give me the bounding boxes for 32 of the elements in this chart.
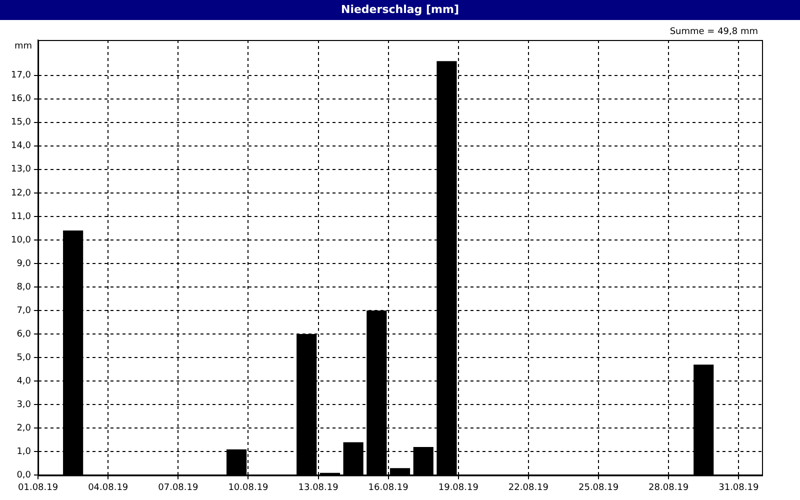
y-tick-label: 0,0 bbox=[16, 470, 32, 481]
x-tick-label: 19.08.19 bbox=[438, 482, 479, 493]
y-tick-label: 7,0 bbox=[16, 306, 32, 316]
y-tick-label: 2,0 bbox=[16, 423, 32, 434]
y-tick-label: 14,0 bbox=[10, 141, 32, 152]
y-tick-label: 17,0 bbox=[10, 70, 32, 81]
y-tick-label: 11,0 bbox=[10, 212, 32, 222]
x-tick-label: 10.08.19 bbox=[228, 482, 269, 493]
y-tick-label: 3,0 bbox=[16, 400, 32, 410]
y-tick-label: 6,0 bbox=[16, 329, 32, 340]
x-tick-label: 04.08.19 bbox=[88, 482, 128, 493]
chart-title: Niederschlag [mm] bbox=[0, 0, 800, 20]
x-tick-label: 28.08.19 bbox=[648, 482, 689, 493]
y-tick-label: 4,0 bbox=[16, 376, 32, 386]
x-tick-label: 31.08.19 bbox=[718, 482, 759, 493]
x-tick-label: 22.08.19 bbox=[508, 482, 549, 493]
x-tick-label: 07.08.19 bbox=[158, 482, 198, 493]
y-tick-label: 5,0 bbox=[16, 352, 32, 363]
x-tick-label: 25.08.19 bbox=[578, 482, 619, 493]
y-tick-label: 12,0 bbox=[10, 188, 32, 198]
y-tick-label: 8,0 bbox=[16, 282, 32, 292]
y-tick-label: 16,0 bbox=[10, 94, 32, 104]
y-tick-label: 1,0 bbox=[16, 447, 32, 458]
x-tick-label: 13.08.19 bbox=[298, 482, 339, 493]
y-tick-label: 10,0 bbox=[10, 235, 32, 246]
y-tick-label: 15,0 bbox=[10, 118, 32, 128]
y-tick-label: 13,0 bbox=[10, 164, 32, 175]
y-tick-label: 9,0 bbox=[16, 258, 32, 269]
x-tick-label: 16.08.19 bbox=[368, 482, 409, 493]
x-tick-label: 01.08.19 bbox=[18, 482, 58, 493]
text: Summe = 49,8 mm bbox=[670, 26, 758, 37]
y-axis-title: mm bbox=[14, 41, 32, 52]
